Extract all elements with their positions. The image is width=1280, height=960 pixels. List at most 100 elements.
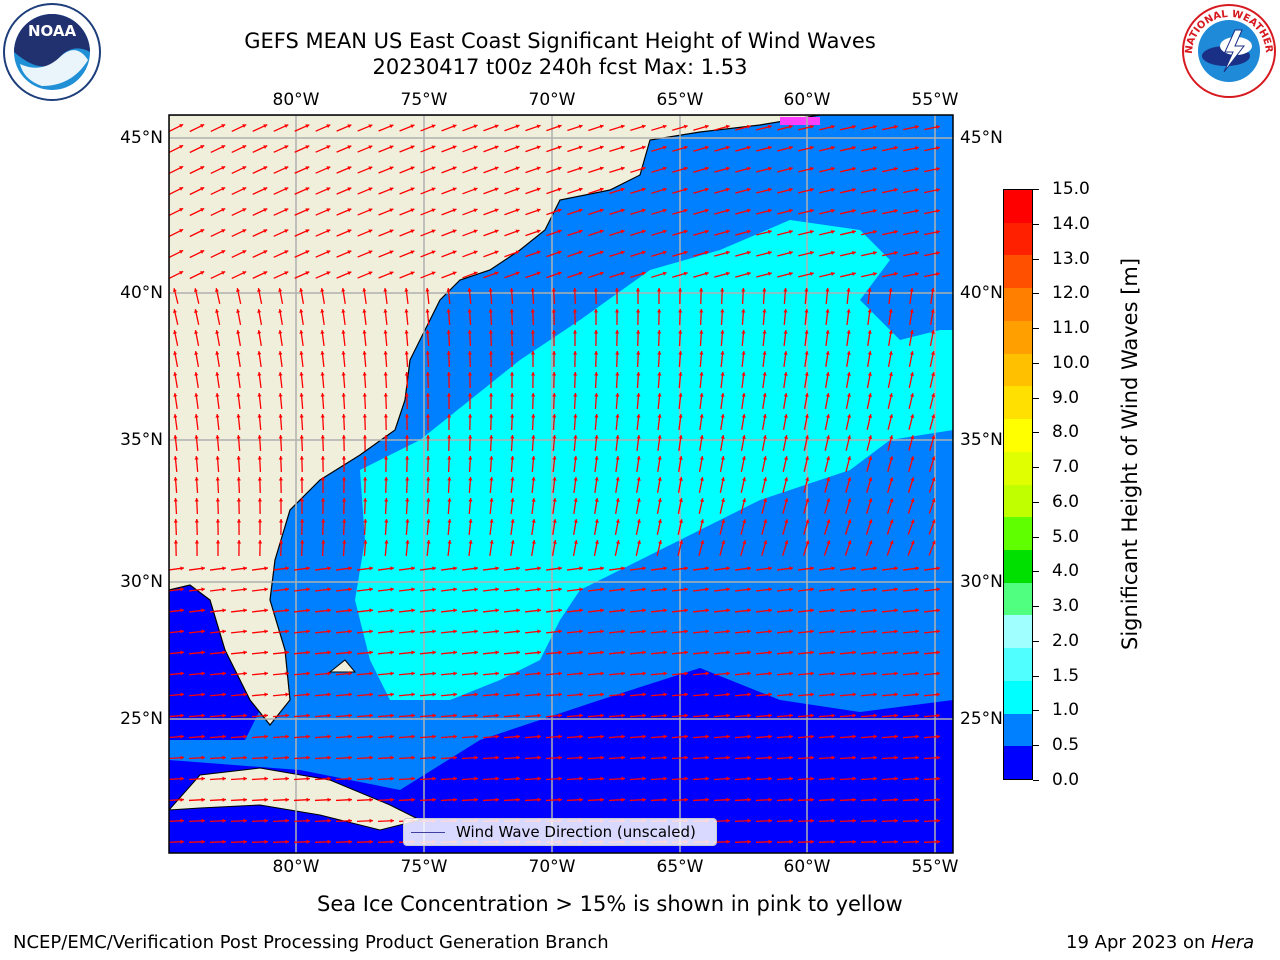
wave-direction-arrowhead bbox=[368, 145, 373, 150]
colorbar-tick-label: 14.0 bbox=[1052, 213, 1090, 234]
wave-direction-arrowhead bbox=[894, 629, 898, 634]
wave-direction-arrowhead bbox=[278, 456, 283, 460]
wave-direction-arrowhead bbox=[615, 351, 620, 355]
graticule bbox=[169, 115, 953, 853]
wave-direction-arrowhead bbox=[831, 839, 835, 844]
wave-direction-arrowhead bbox=[894, 188, 898, 193]
wave-direction-arrowhead bbox=[432, 734, 436, 739]
wave-direction-arrowhead bbox=[410, 166, 415, 171]
wave-direction-arrowhead bbox=[474, 713, 478, 718]
colorbar-tick-label: 11.0 bbox=[1052, 318, 1090, 339]
wave-direction-arrowhead bbox=[636, 477, 641, 481]
wave-direction-arrowhead bbox=[636, 309, 641, 313]
wave-direction-arrowhead bbox=[489, 519, 494, 523]
wave-direction-arrowhead bbox=[558, 650, 562, 655]
wave-direction-arrowhead bbox=[852, 671, 856, 676]
wave-direction-arrowhead bbox=[473, 271, 478, 276]
wave-direction-arrowhead bbox=[390, 713, 394, 718]
wave-direction-arrowhead bbox=[222, 734, 226, 739]
wave-direction-arrowhead bbox=[194, 435, 199, 439]
wave-direction-arrowhead bbox=[810, 797, 814, 802]
wave-direction-arrowhead bbox=[768, 608, 772, 613]
wave-direction-arrowhead bbox=[285, 839, 289, 844]
wave-direction-arrowhead bbox=[390, 755, 394, 760]
colorbar-tick-mark bbox=[1033, 432, 1039, 434]
wave-direction-arrowhead bbox=[663, 734, 667, 739]
wave-direction-arrowhead bbox=[369, 608, 373, 613]
wave-direction-arrowhead bbox=[432, 608, 436, 613]
wave-direction-arrowhead bbox=[579, 755, 583, 760]
wave-direction-arrowhead bbox=[641, 187, 646, 192]
wave-direction-arrowhead bbox=[704, 250, 709, 255]
wave-direction-arrowhead bbox=[894, 209, 898, 214]
wave-direction-arrowhead bbox=[431, 250, 436, 255]
colorbar-segment bbox=[1004, 320, 1032, 355]
wave-direction-arrowhead bbox=[894, 125, 898, 130]
wave-direction-arrowhead bbox=[321, 540, 326, 544]
wave-direction-arrowhead bbox=[705, 650, 709, 655]
wave-direction-arrowhead bbox=[180, 734, 184, 739]
wave-direction-arrowhead bbox=[557, 124, 562, 129]
wave-direction-arrowhead bbox=[537, 755, 541, 760]
wave-direction-arrowhead bbox=[348, 566, 352, 571]
wave-direction-arrowhead bbox=[557, 250, 562, 255]
wave-direction-arrowhead bbox=[468, 519, 473, 523]
wave-direction-arrowhead bbox=[431, 187, 436, 192]
wave-direction-arrowhead bbox=[705, 671, 709, 676]
wave-direction-arrowhead bbox=[537, 629, 541, 634]
wave-direction-arrowhead bbox=[193, 288, 198, 293]
wave-direction-arrowhead bbox=[305, 229, 310, 234]
wave-direction-arrowhead bbox=[405, 498, 410, 502]
wave-direction-arrowhead bbox=[851, 145, 856, 150]
wave-direction-arrowhead bbox=[788, 124, 793, 129]
wave-direction-arrowhead bbox=[453, 650, 457, 655]
wave-direction-arrowhead bbox=[831, 755, 835, 760]
wave-direction-arrowhead bbox=[368, 166, 373, 171]
wave-direction-arrowhead bbox=[873, 124, 877, 130]
wave-direction-arrowhead bbox=[405, 540, 410, 544]
wave-direction-arrowhead bbox=[930, 351, 935, 355]
wave-direction-arrowhead bbox=[678, 330, 683, 334]
wave-direction-arrowhead bbox=[699, 477, 704, 481]
lat-tick-left: 35°N bbox=[120, 430, 163, 450]
wave-direction-arrowhead bbox=[411, 797, 415, 802]
wave-direction-arrowhead bbox=[284, 187, 289, 191]
wave-direction-arrowhead bbox=[426, 477, 431, 481]
wave-direction-arrowhead bbox=[264, 776, 268, 781]
wave-direction-arrowhead bbox=[468, 414, 473, 418]
wave-direction-arrowhead bbox=[474, 755, 478, 760]
wave-direction-arrowhead bbox=[432, 776, 436, 781]
wave-direction-arrowhead bbox=[663, 776, 667, 781]
wave-direction-arrowhead bbox=[242, 229, 247, 233]
wave-direction-arrowhead bbox=[390, 587, 394, 592]
wave-direction-arrowhead bbox=[264, 818, 268, 823]
wave-direction-arrowhead bbox=[222, 629, 226, 634]
wave-direction-arrowhead bbox=[825, 330, 830, 334]
wave-direction-arrowhead bbox=[936, 566, 940, 571]
wave-direction-arrowhead bbox=[474, 734, 478, 739]
colorbar-tick-label: 7.0 bbox=[1052, 457, 1080, 478]
wave-direction-arrowhead bbox=[809, 229, 814, 234]
wave-direction-arrowhead bbox=[720, 414, 725, 418]
wave-direction-arrowhead bbox=[236, 540, 242, 544]
wave-direction-arrowhead bbox=[831, 587, 835, 592]
wave-direction-arrowhead bbox=[200, 271, 205, 275]
wave-direction-arrowhead bbox=[579, 566, 583, 571]
wave-direction-arrowhead bbox=[641, 229, 646, 234]
wave-direction-arrowhead bbox=[194, 477, 199, 481]
wave-direction-arrowhead bbox=[537, 776, 541, 781]
wave-direction-arrowhead bbox=[600, 755, 604, 760]
wave-direction-arrowhead bbox=[201, 818, 205, 823]
wave-direction-arrowhead bbox=[910, 540, 915, 545]
wave-direction-arrowhead bbox=[720, 309, 725, 313]
colorbar-tick-label: 2.0 bbox=[1052, 630, 1080, 651]
wave-direction-arrowhead bbox=[452, 145, 457, 150]
wave-direction-arrowhead bbox=[699, 435, 704, 439]
wave-direction-arrowhead bbox=[873, 692, 877, 697]
wave-direction-arrowhead bbox=[704, 145, 709, 150]
lon-tick-top: 75°W bbox=[400, 90, 448, 110]
wave-direction-arrowhead bbox=[348, 671, 352, 676]
lat-tick-right: 40°N bbox=[960, 283, 1003, 303]
lon-tick-bottom: 55°W bbox=[911, 857, 959, 877]
wave-direction-arrowhead bbox=[285, 587, 289, 592]
